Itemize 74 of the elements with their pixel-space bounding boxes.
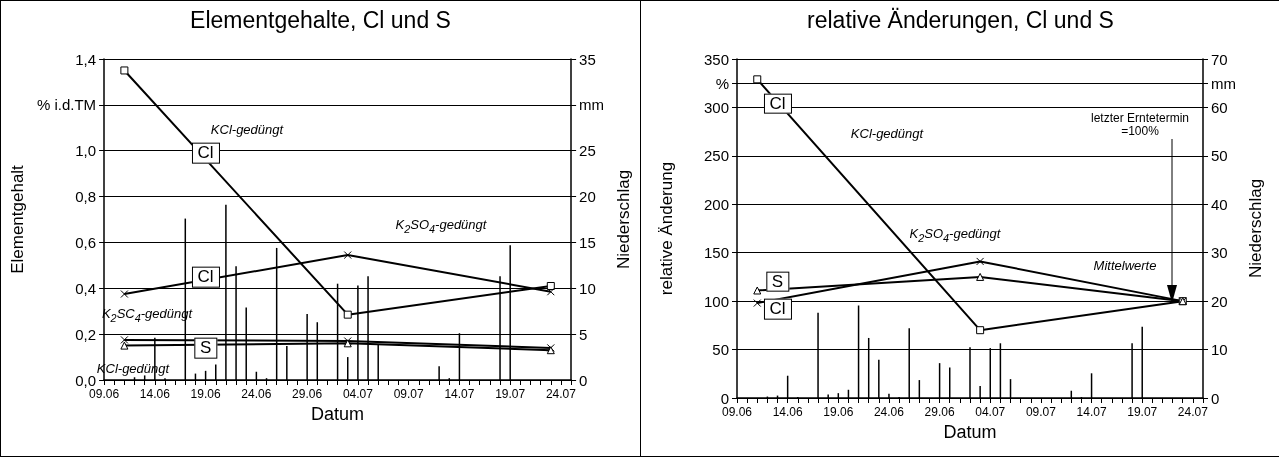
y2-tick-label: 40 <box>1211 195 1228 213</box>
x-tick-label: 09.07 <box>1025 405 1057 419</box>
annotation: Cl <box>191 266 220 288</box>
x-tick-label: 09.06 <box>89 387 120 401</box>
y-tick-label: 0,0 <box>75 371 97 389</box>
x-tick-label: 09.06 <box>721 405 753 419</box>
annotation: KCl-gedüngt <box>850 125 924 142</box>
y-tick-label: 350 <box>703 50 729 68</box>
y2-tick-label: 0 <box>1211 389 1220 407</box>
y2-tick-label: 20 <box>1211 292 1228 310</box>
y-tick-label: 0,2 <box>75 325 97 343</box>
y-tick-label: 200 <box>703 195 729 213</box>
x-tick-label: 14.07 <box>444 387 475 401</box>
x-tick-label: 19.07 <box>495 387 526 401</box>
annotation: KCl-gedüngt <box>210 121 284 138</box>
x-tick-label: 19.06 <box>190 387 221 401</box>
y2-tick-label: 25 <box>579 142 596 160</box>
y-tick-label: 0,4 <box>75 279 97 297</box>
x-tick-label: 24.06 <box>873 405 905 419</box>
x-tick-label: 09.07 <box>393 387 424 401</box>
annotation: Mittelwerte <box>1093 257 1157 274</box>
y-tick-label: 0 <box>720 389 729 407</box>
annotation: Cl <box>191 142 220 164</box>
y-tick-label: 150 <box>703 244 729 262</box>
y-axis-title: relative Änderung <box>657 161 676 296</box>
x-tick-label: 04.07 <box>342 387 374 401</box>
y-axis-title: Elementgehalt <box>8 164 27 274</box>
x-tick-label: 14.06 <box>772 405 803 419</box>
y2-tick-label: 20 <box>579 188 596 206</box>
y2-tick-label: 10 <box>579 279 596 297</box>
y-tick-label: 1,4 <box>75 50 97 68</box>
x-tick-label: 19.06 <box>823 405 854 419</box>
x-tick-label: 24.07 <box>545 387 577 401</box>
y2-tick-label: 30 <box>1211 244 1228 262</box>
y-tick-label: 100 <box>703 292 729 310</box>
y2-tick-label: 0 <box>579 371 588 389</box>
annotation: Cl <box>763 93 792 114</box>
x-axis-title: Datum <box>943 421 997 442</box>
x-tick-label: 29.06 <box>924 405 955 419</box>
y-tick-label: 0,8 <box>75 188 97 206</box>
annotation: S <box>765 271 790 293</box>
y-tick-label: % <box>715 74 729 92</box>
y2-tick-label: 15 <box>579 233 596 251</box>
y-tick-label: % i.d.TM <box>36 96 97 114</box>
chart-title: relative Änderungen, Cl und S <box>807 6 1114 33</box>
y-tick-label: 0,6 <box>75 233 97 251</box>
x-tick-label: 24.06 <box>241 387 272 401</box>
y2-tick-label: 70 <box>1211 50 1228 68</box>
y2-tick-label: 60 <box>1211 98 1228 116</box>
y-tick-label: 300 <box>703 98 729 116</box>
y2-tick-label: mm <box>579 96 605 114</box>
y2-tick-label: 10 <box>1211 341 1228 359</box>
y2-tick-label: 5 <box>579 325 588 343</box>
x-tick-label: 04.07 <box>975 405 1006 419</box>
x-tick-label: 19.07 <box>1127 405 1158 419</box>
y-tick-label: 50 <box>712 341 729 359</box>
y2-axis-title: Niederschlag <box>614 169 633 270</box>
annotation: K$_{2}$SO$_{4}$-gedüngt <box>909 226 1001 245</box>
annotation: K$_{2}$SO$_{4}$-gedüngt <box>395 217 487 236</box>
y2-axis-title: Niederschlag <box>1245 178 1265 279</box>
y2-tick-label: 50 <box>1211 147 1228 165</box>
annotation: letzter Erntetermin =100% <box>1090 110 1190 139</box>
y-tick-label: 250 <box>703 147 729 165</box>
x-tick-label: 14.06 <box>139 387 171 401</box>
y2-tick-label: mm <box>1211 74 1236 92</box>
annotation: Cl <box>763 298 792 320</box>
x-axis-title: Datum <box>311 403 365 424</box>
y-tick-label: 1,0 <box>75 142 97 160</box>
x-tick-label: 29.06 <box>292 387 323 401</box>
y2-tick-label: 35 <box>579 50 596 68</box>
chart-title: Elementgehalte, Cl und S <box>190 6 451 33</box>
x-tick-label: 24.07 <box>1177 405 1209 419</box>
annotation: S <box>193 337 218 359</box>
x-tick-label: 14.07 <box>1076 405 1107 419</box>
